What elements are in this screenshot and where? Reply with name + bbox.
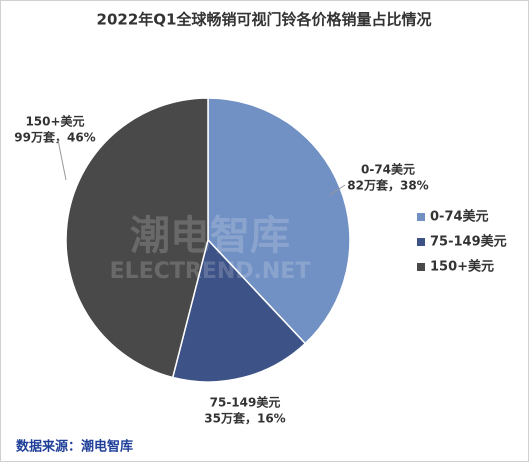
- data-label-value: 35万套，16%: [204, 411, 285, 426]
- leader-line: [57, 139, 67, 181]
- source-note: 数据来源：潮电智库: [16, 439, 133, 455]
- legend-swatch: [417, 213, 425, 221]
- watermark: 潮电智库: [130, 213, 290, 259]
- legend-swatch: [417, 238, 425, 246]
- pie-slice: [207, 97, 351, 345]
- watermark: ELECTREND.NET: [110, 259, 311, 284]
- leader-line: [329, 184, 346, 196]
- legend-swatch: [417, 263, 425, 271]
- data-label-value: 99万套，46%: [14, 130, 95, 145]
- data-label-name: 150+美元: [25, 114, 84, 129]
- chart-title: 2022年Q1全球畅销可视门铃各价格销量占比情况: [97, 11, 432, 29]
- pie-slice: [65, 97, 209, 379]
- data-label-value: 82万套，38%: [347, 178, 428, 193]
- data-label-name: 0-74美元: [361, 162, 415, 177]
- data-label-name: 75-149美元: [210, 395, 281, 410]
- legend-label: 0-74美元: [430, 209, 489, 225]
- legend-label: 150+美元: [430, 259, 494, 275]
- legend-label: 75-149美元: [430, 234, 507, 250]
- pie-slice: [171, 238, 307, 383]
